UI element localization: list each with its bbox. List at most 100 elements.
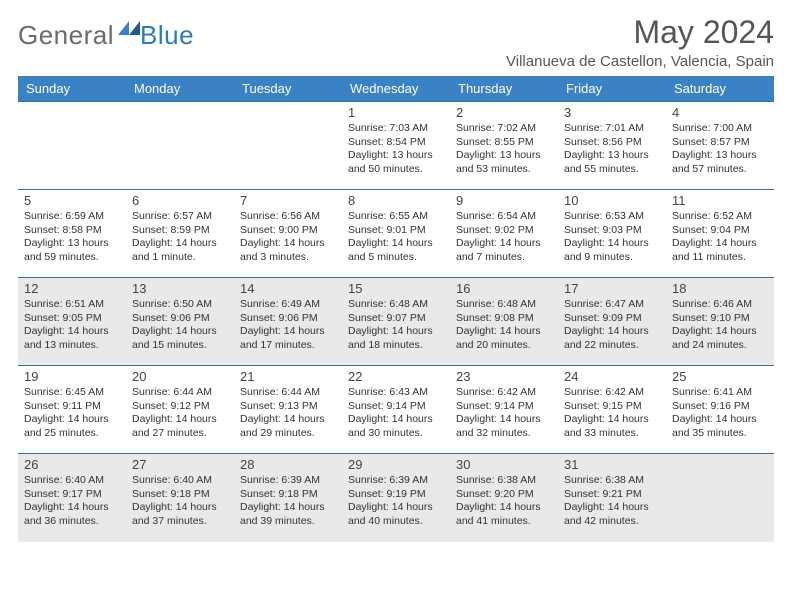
day-detail-line: and 36 minutes. <box>24 515 120 529</box>
day-detail-line: Sunrise: 6:44 AM <box>132 386 228 400</box>
day-detail-line: Sunset: 9:16 PM <box>672 400 768 414</box>
day-detail-line: Sunset: 9:18 PM <box>240 488 336 502</box>
day-detail-line: Sunset: 9:11 PM <box>24 400 120 414</box>
calendar-day-cell: 21Sunrise: 6:44 AMSunset: 9:13 PMDayligh… <box>234 366 342 454</box>
day-detail-line: and 41 minutes. <box>456 515 552 529</box>
day-detail-line: Daylight: 14 hours <box>348 413 444 427</box>
calendar-day-cell: 25 Sunrise: 6:41 AMSunset: 9:16 PMDayligh… <box>666 366 774 454</box>
day-details: Sunrise: 6:40 AMSunset: 9:17 PMDaylight:… <box>24 474 120 529</box>
day-header: Thursday <box>450 76 558 102</box>
day-number: 26 <box>24 457 120 472</box>
day-detail-line: Sunrise: 7:01 AM <box>564 122 660 136</box>
day-number: 28 <box>240 457 336 472</box>
day-details: Sunrise: 7:00 AMSunset: 8:57 PMDaylight:… <box>672 122 768 177</box>
month-title: May 2024 <box>506 14 774 51</box>
day-detail-line: Daylight: 14 hours <box>132 413 228 427</box>
day-detail-line: Daylight: 14 hours <box>240 237 336 251</box>
day-detail-line: Sunset: 9:10 PM <box>672 312 768 326</box>
day-detail-line: Sunrise: 6:41 AM <box>672 386 768 400</box>
day-detail-line: Sunrise: 6:47 AM <box>564 298 660 312</box>
calendar-day-cell: 15Sunrise: 6:48 AMSunset: 9:07 PMDayligh… <box>342 278 450 366</box>
day-number: 2 <box>456 105 552 120</box>
day-number: 20 <box>132 369 228 384</box>
day-number: 8 <box>348 193 444 208</box>
day-detail-line: Daylight: 13 hours <box>348 149 444 163</box>
day-detail-line: Sunset: 8:58 PM <box>24 224 120 238</box>
day-detail-line: Sunset: 8:59 PM <box>132 224 228 238</box>
day-detail-line: Daylight: 14 hours <box>672 413 768 427</box>
calendar-day-cell: 9Sunrise: 6:54 AMSunset: 9:02 PMDaylight… <box>450 190 558 278</box>
day-detail-line: and 33 minutes. <box>564 427 660 441</box>
day-detail-line: Sunset: 9:12 PM <box>132 400 228 414</box>
calendar-day-cell: 4Sunrise: 7:00 AMSunset: 8:57 PMDaylight… <box>666 102 774 190</box>
logo-mark-icon <box>118 19 140 40</box>
day-detail-line: and 22 minutes. <box>564 339 660 353</box>
day-details: Sunrise: 6:55 AMSunset: 9:01 PMDaylight:… <box>348 210 444 265</box>
day-details: Sunrise: 6:38 AMSunset: 9:20 PMDaylight:… <box>456 474 552 529</box>
day-detail-line: Daylight: 14 hours <box>132 237 228 251</box>
day-details: Sunrise: 6:49 AMSunset: 9:06 PMDaylight:… <box>240 298 336 353</box>
header: General Blue May 2024 Villanueva de Cast… <box>18 14 774 70</box>
calendar-day-cell: 30Sunrise: 6:38 AMSunset: 9:20 PMDayligh… <box>450 454 558 542</box>
day-detail-line: and 1 minute. <box>132 251 228 265</box>
day-detail-line: Sunset: 9:19 PM <box>348 488 444 502</box>
day-detail-line: Sunrise: 6:50 AM <box>132 298 228 312</box>
calendar-day-cell: 10Sunrise: 6:53 AMSunset: 9:03 PMDayligh… <box>558 190 666 278</box>
day-detail-line: Daylight: 14 hours <box>456 501 552 515</box>
day-detail-line: Daylight: 14 hours <box>456 237 552 251</box>
day-number: 5 <box>24 193 120 208</box>
calendar-week-row: 19Sunrise: 6:45 AMSunset: 9:11 PMDayligh… <box>18 366 774 454</box>
day-detail-line: and 27 minutes. <box>132 427 228 441</box>
day-detail-line: Daylight: 14 hours <box>348 325 444 339</box>
day-number: 25 <box>672 369 768 384</box>
day-details: Sunrise: 6:48 AMSunset: 9:07 PMDaylight:… <box>348 298 444 353</box>
calendar-day-cell: 14Sunrise: 6:49 AMSunset: 9:06 PMDayligh… <box>234 278 342 366</box>
day-detail-line: Daylight: 14 hours <box>24 325 120 339</box>
day-detail-line: Sunrise: 6:51 AM <box>24 298 120 312</box>
day-detail-line: Sunrise: 6:55 AM <box>348 210 444 224</box>
day-details: Sunrise: 6:39 AMSunset: 9:19 PMDaylight:… <box>348 474 444 529</box>
calendar-day-cell: 3Sunrise: 7:01 AMSunset: 8:56 PMDaylight… <box>558 102 666 190</box>
day-detail-line: Daylight: 14 hours <box>672 325 768 339</box>
day-detail-line: Sunset: 9:08 PM <box>456 312 552 326</box>
day-detail-line: Sunrise: 6:53 AM <box>564 210 660 224</box>
day-detail-line: and 59 minutes. <box>24 251 120 265</box>
day-detail-line: and 17 minutes. <box>240 339 336 353</box>
day-number: 19 <box>24 369 120 384</box>
day-details: Sunrise: 6:57 AMSunset: 8:59 PMDaylight:… <box>132 210 228 265</box>
day-details: Sunrise: 6:54 AMSunset: 9:02 PMDaylight:… <box>456 210 552 265</box>
day-details: Sunrise: 6:42 AMSunset: 9:14 PMDaylight:… <box>456 386 552 441</box>
day-detail-line: Sunrise: 6:56 AM <box>240 210 336 224</box>
calendar-day-cell <box>18 102 126 190</box>
day-detail-line: Sunset: 9:00 PM <box>240 224 336 238</box>
day-number: 16 <box>456 281 552 296</box>
calendar-week-row: 26 Sunrise: 6:40 AMSunset: 9:17 PMDayligh… <box>18 454 774 542</box>
day-detail-line: Sunset: 9:01 PM <box>348 224 444 238</box>
day-detail-line: Daylight: 14 hours <box>132 501 228 515</box>
day-detail-line: Sunset: 9:06 PM <box>132 312 228 326</box>
location-text: Villanueva de Castellon, Valencia, Spain <box>506 53 774 70</box>
day-details: Sunrise: 7:02 AMSunset: 8:55 PMDaylight:… <box>456 122 552 177</box>
day-detail-line: Daylight: 14 hours <box>564 325 660 339</box>
day-detail-line: Sunset: 9:21 PM <box>564 488 660 502</box>
day-detail-line: Sunrise: 7:00 AM <box>672 122 768 136</box>
day-detail-line: Daylight: 13 hours <box>24 237 120 251</box>
day-detail-line: Daylight: 14 hours <box>24 413 120 427</box>
day-detail-line: Daylight: 14 hours <box>240 501 336 515</box>
day-detail-line: Sunset: 9:17 PM <box>24 488 120 502</box>
day-number: 17 <box>564 281 660 296</box>
day-details: Sunrise: 6:44 AMSunset: 9:12 PMDaylight:… <box>132 386 228 441</box>
day-header: Tuesday <box>234 76 342 102</box>
day-header: Sunday <box>18 76 126 102</box>
day-detail-line: Daylight: 14 hours <box>564 237 660 251</box>
calendar-day-cell <box>666 454 774 542</box>
calendar-day-cell: 13Sunrise: 6:50 AMSunset: 9:06 PMDayligh… <box>126 278 234 366</box>
day-details: Sunrise: 6:42 AMSunset: 9:15 PMDaylight:… <box>564 386 660 441</box>
day-detail-line: and 3 minutes. <box>240 251 336 265</box>
calendar-day-cell: 24Sunrise: 6:42 AMSunset: 9:15 PMDayligh… <box>558 366 666 454</box>
calendar-day-cell: 22Sunrise: 6:43 AMSunset: 9:14 PMDayligh… <box>342 366 450 454</box>
day-detail-line: Sunrise: 6:43 AM <box>348 386 444 400</box>
day-details: Sunrise: 6:59 AMSunset: 8:58 PMDaylight:… <box>24 210 120 265</box>
day-detail-line: and 29 minutes. <box>240 427 336 441</box>
day-details: Sunrise: 6:40 AMSunset: 9:18 PMDaylight:… <box>132 474 228 529</box>
